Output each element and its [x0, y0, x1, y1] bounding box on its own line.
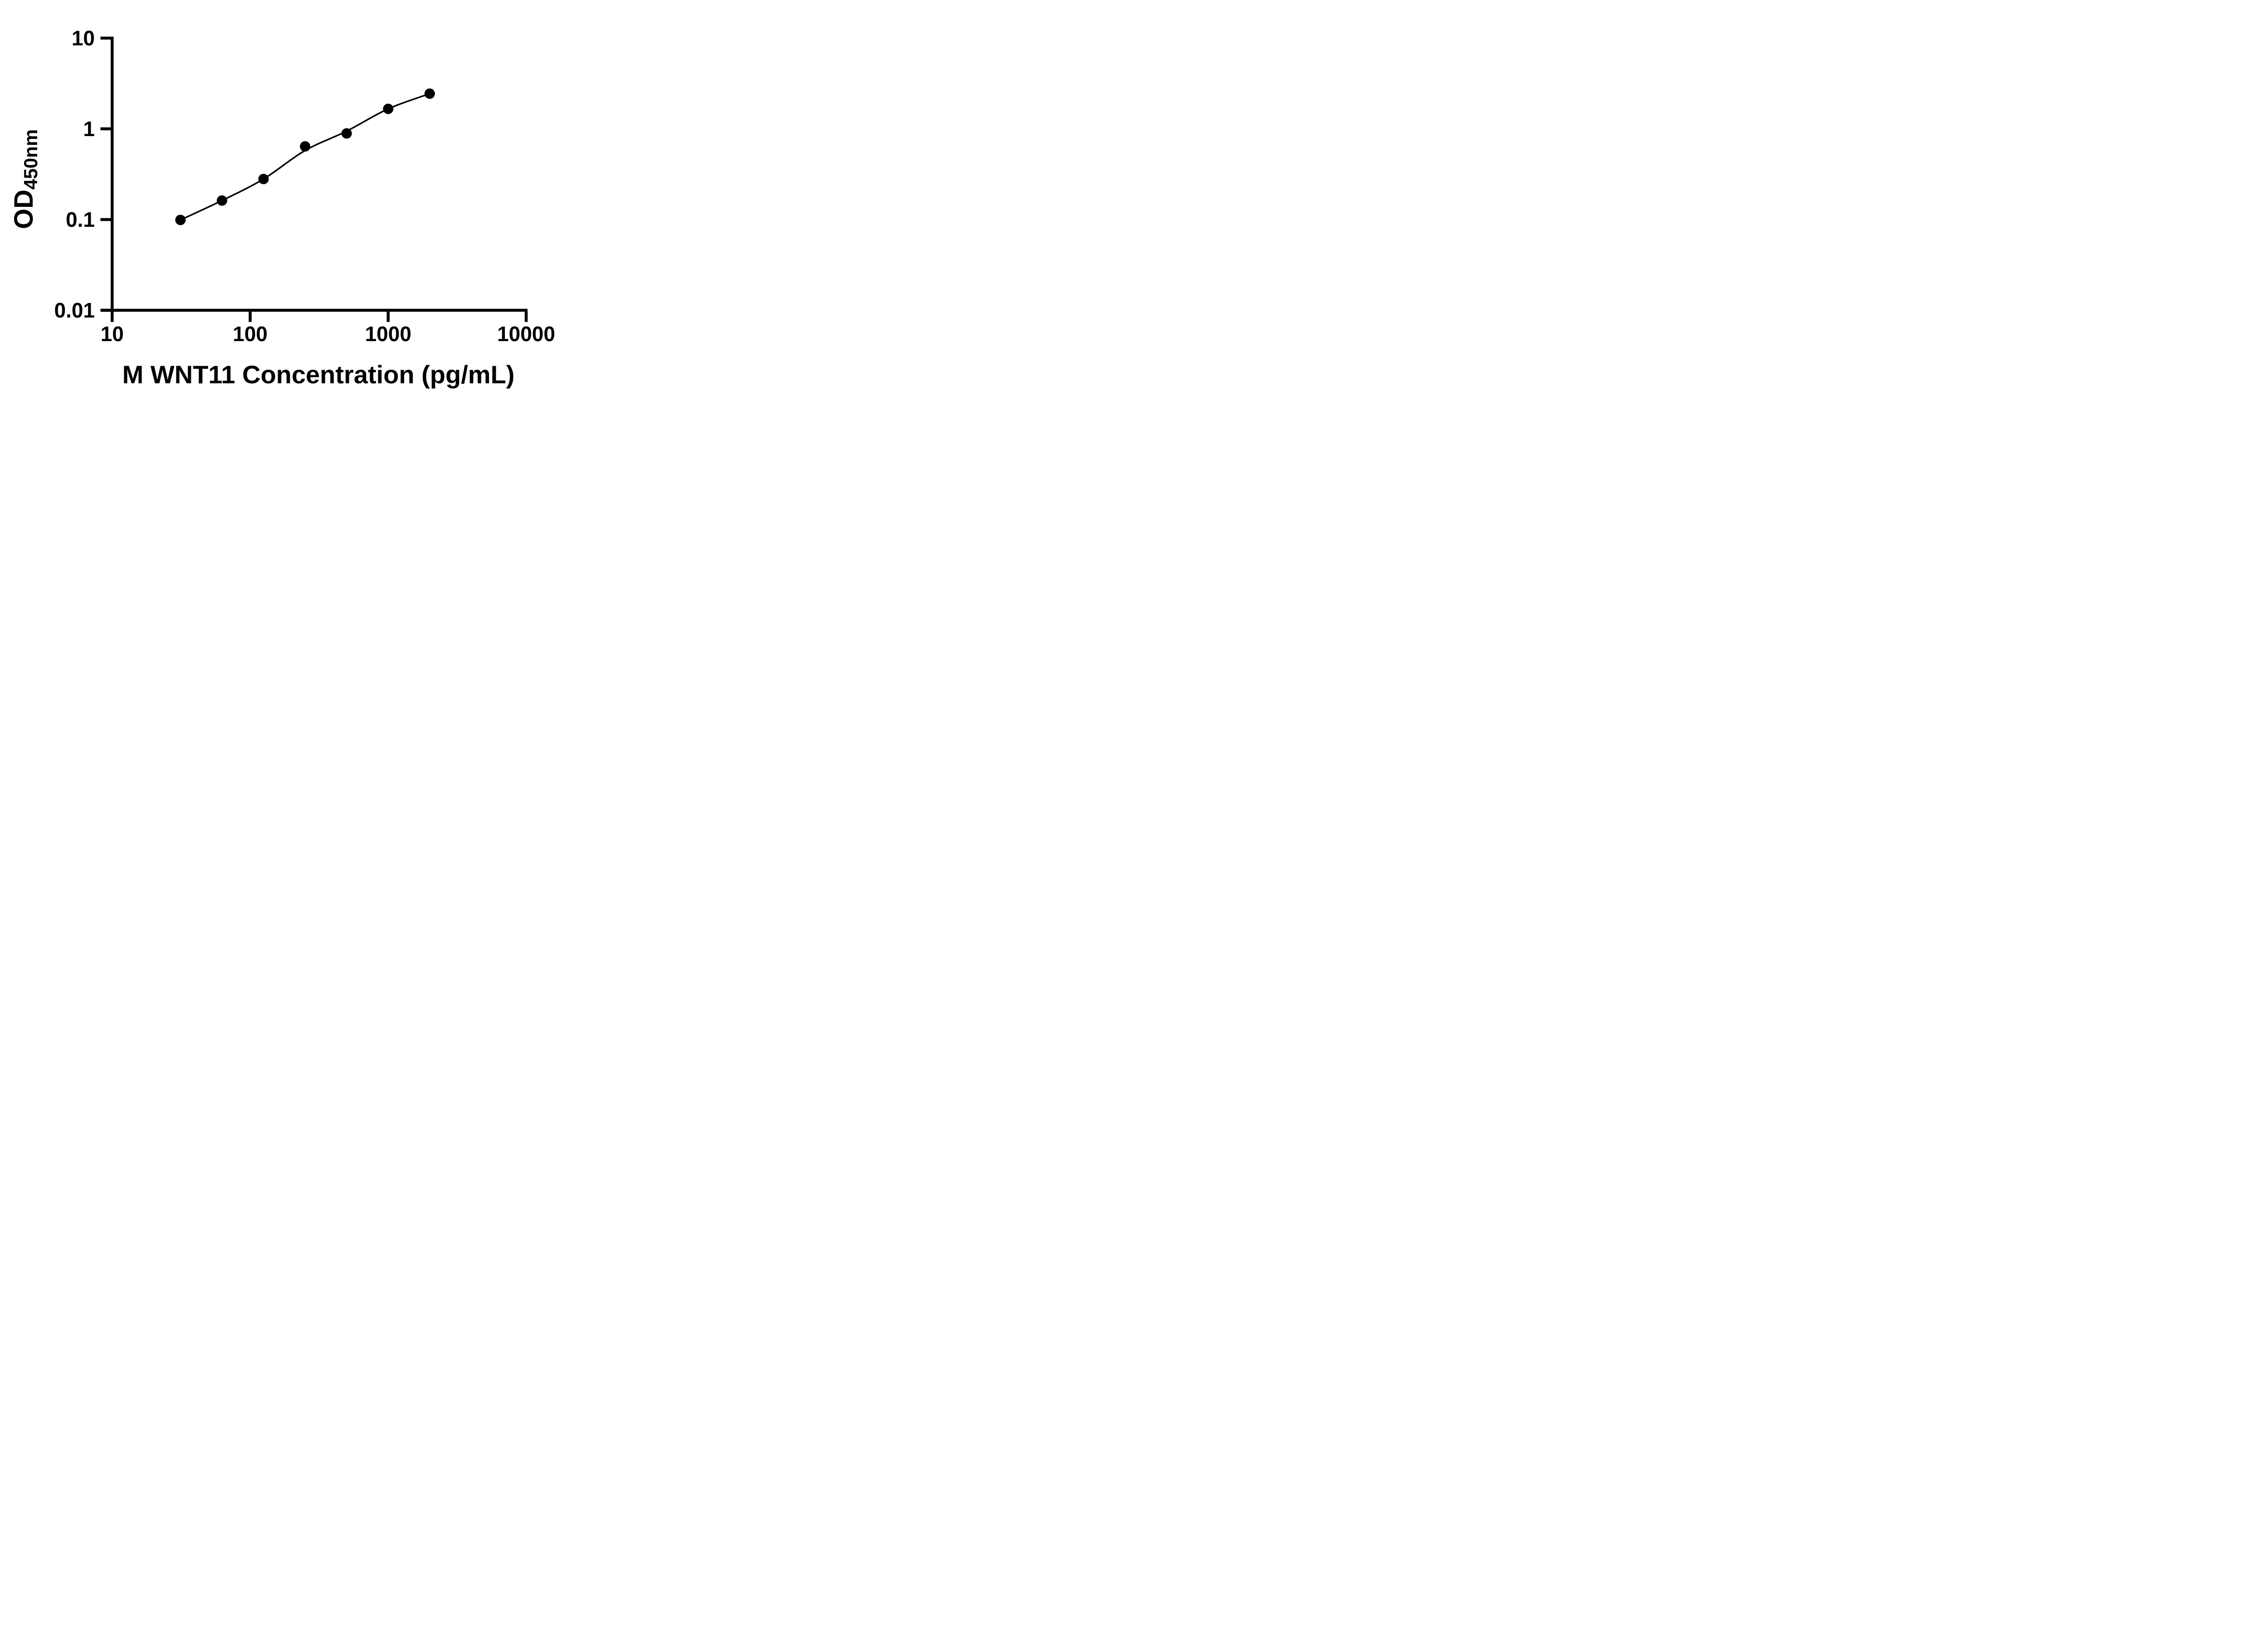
- x-tick-label: 10: [101, 322, 124, 346]
- data-point: [383, 103, 394, 114]
- x-axis-line: [101, 308, 528, 312]
- y-tick-label: 0.01: [54, 298, 95, 322]
- x-axis-tick: [249, 312, 252, 322]
- y-axis-line: [111, 36, 114, 312]
- x-tick-label: 100: [233, 322, 268, 346]
- y-axis-tick: [100, 308, 111, 312]
- y-tick-label: 10: [72, 26, 95, 50]
- x-tick-label: 10000: [497, 322, 555, 346]
- x-tick-label: 1000: [365, 322, 411, 346]
- x-axis-tick: [524, 312, 528, 322]
- data-point: [258, 174, 269, 185]
- y-tick-label: 1: [83, 117, 95, 141]
- data-point: [216, 195, 227, 206]
- data-point: [175, 215, 186, 225]
- elisa-standard-curve-figure: 10 1 0.1 0.01 10 100 1000 10000 M WNT11 Concent…: [0, 0, 583, 408]
- data-point: [300, 141, 311, 152]
- data-point: [424, 88, 435, 99]
- y-axis-tick: [100, 127, 111, 131]
- data-point: [341, 128, 352, 139]
- x-axis-tick: [111, 312, 114, 322]
- y-axis-tick: [100, 36, 111, 40]
- x-axis-tick: [386, 312, 390, 322]
- y-axis-tick: [100, 218, 111, 221]
- y-tick-label: 0.1: [66, 208, 95, 231]
